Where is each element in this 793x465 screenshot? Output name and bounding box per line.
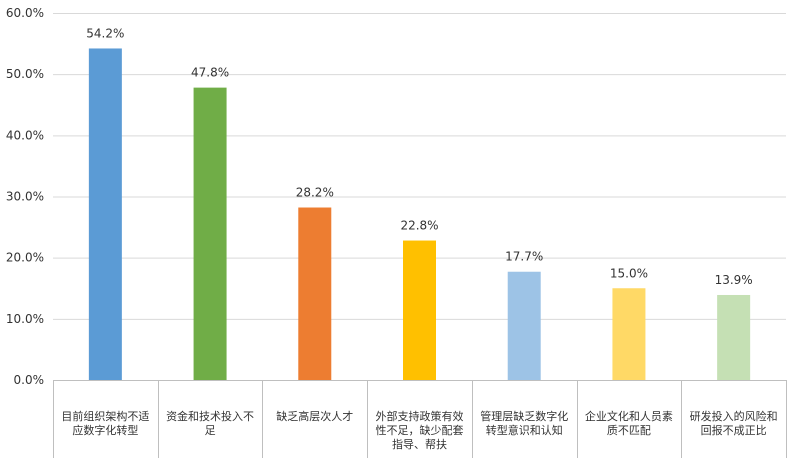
category-label: 转型意识和认知	[486, 423, 563, 437]
data-label: 22.8%	[400, 219, 438, 233]
data-label: 17.7%	[505, 250, 543, 264]
y-tick-label: 40.0%	[6, 128, 44, 142]
category-label: 研发投入的风险和	[690, 409, 778, 423]
y-tick-label: 0.0%	[14, 373, 45, 387]
bar	[88, 48, 122, 381]
y-tick-label: 60.0%	[6, 6, 44, 20]
category-label: 指导、帮扶	[392, 437, 447, 451]
bar	[507, 271, 541, 380]
y-tick-label: 50.0%	[6, 67, 44, 81]
bar	[612, 288, 646, 380]
category-label: 外部支持政策有效	[376, 409, 464, 423]
category-label: 足	[205, 424, 216, 437]
y-tick-label: 30.0%	[6, 190, 44, 204]
bar	[717, 294, 751, 380]
category-label: 资金和技术投入不	[166, 409, 254, 423]
bar	[298, 207, 332, 380]
data-label: 28.2%	[296, 186, 334, 200]
category-label: 缺乏高层次人才	[276, 409, 353, 423]
category-label: 性不足，缺少配套	[376, 423, 464, 437]
category-label: 回报不成正比	[701, 423, 767, 437]
data-label: 13.9%	[715, 273, 753, 287]
category-label: 目前组织架构不适	[61, 409, 149, 423]
y-tick-label: 20.0%	[6, 251, 44, 265]
category-label: 管理层缺乏数字化	[480, 409, 568, 423]
data-label: 15.0%	[610, 266, 648, 280]
category-label: 企业文化和人员素	[585, 409, 673, 423]
bar	[403, 240, 436, 380]
bar	[193, 87, 227, 380]
category-label: 质不匹配	[607, 424, 651, 437]
y-tick-label: 10.0%	[6, 312, 44, 326]
category-label: 应数字化转型	[72, 423, 138, 437]
data-label: 47.8%	[191, 66, 229, 80]
data-label: 54.2%	[86, 26, 124, 40]
